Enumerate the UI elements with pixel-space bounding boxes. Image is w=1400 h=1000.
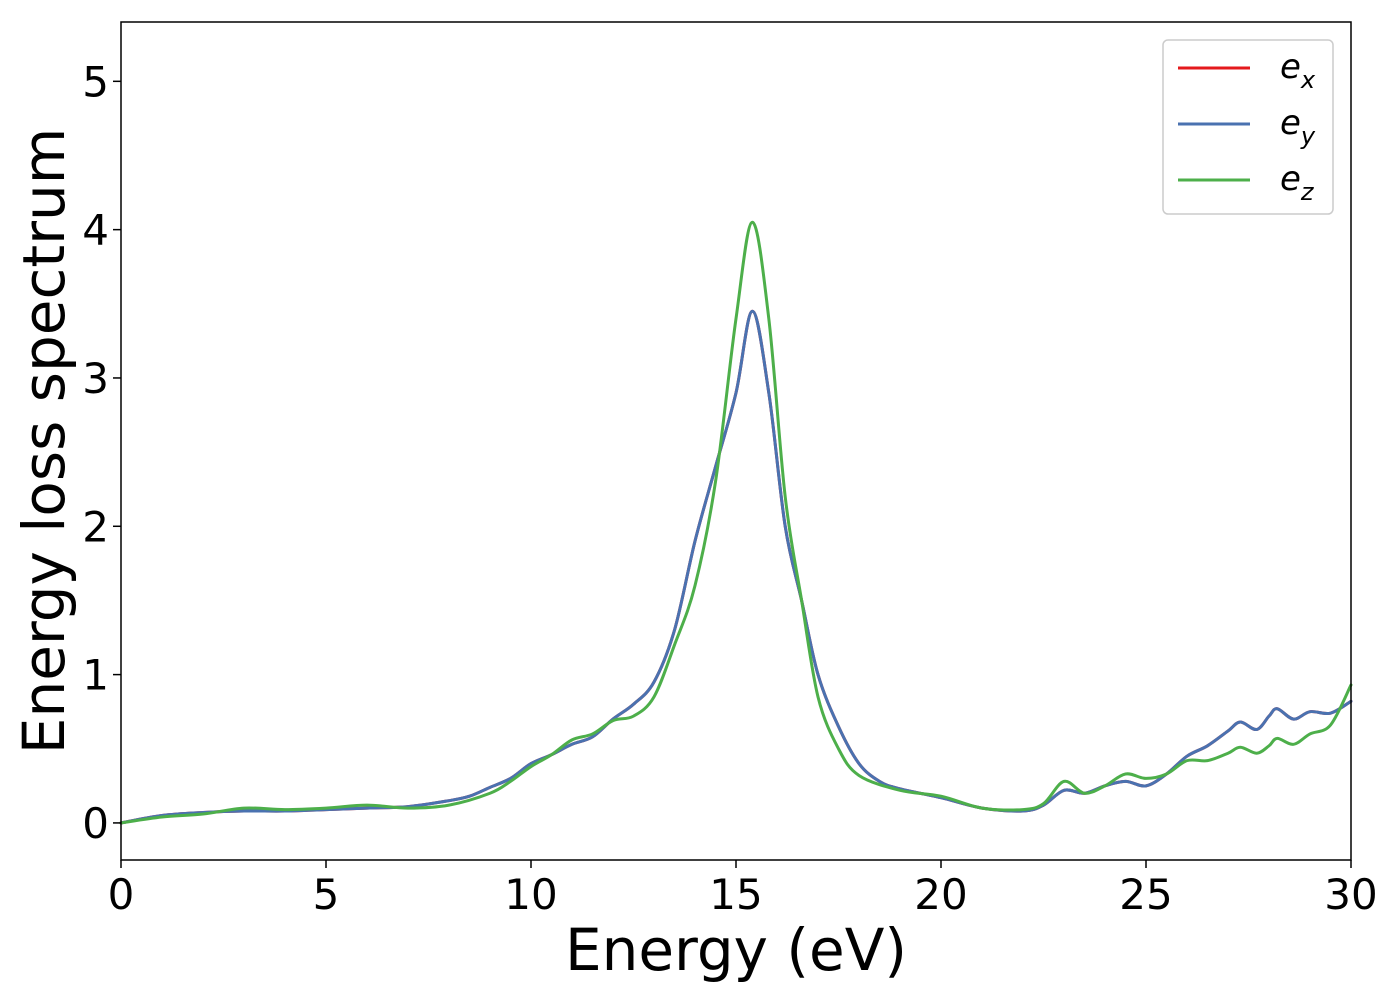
y-tick-label: 0 — [82, 799, 109, 848]
y-axis-title: Energy loss spectrum — [10, 128, 78, 754]
x-axis-ticks: 0 5 10 15 20 25 30 — [108, 860, 1378, 919]
legend-box — [1162, 39, 1334, 215]
x-tick-label: 30 — [1324, 870, 1377, 919]
legend: ex ey ez — [1162, 39, 1334, 215]
x-tick-label: 5 — [313, 870, 340, 919]
x-tick-label: 0 — [108, 870, 135, 919]
legend-label-e-y: ey — [1280, 103, 1316, 150]
series-line-e-y — [119, 309, 1353, 825]
series-layer — [119, 220, 1353, 825]
x-tick-label: 15 — [709, 870, 762, 919]
x-axis-title: Energy (eV) — [565, 916, 907, 984]
y-tick-label: 4 — [82, 206, 109, 255]
x-tick-label: 10 — [504, 870, 557, 919]
series-line-e-z — [119, 220, 1353, 825]
y-axis-ticks: 0 1 2 3 4 5 — [82, 57, 121, 848]
y-tick-label: 5 — [82, 57, 109, 106]
legend-label-e-z: ez — [1280, 159, 1315, 206]
legend-label-e-x: ex — [1280, 47, 1316, 94]
plot-background — [121, 22, 1351, 860]
x-tick-label: 25 — [1119, 870, 1172, 919]
x-tick-label: 20 — [914, 870, 967, 919]
y-tick-label: 1 — [82, 651, 109, 700]
y-tick-label: 2 — [82, 502, 109, 551]
y-tick-label: 3 — [82, 354, 109, 403]
